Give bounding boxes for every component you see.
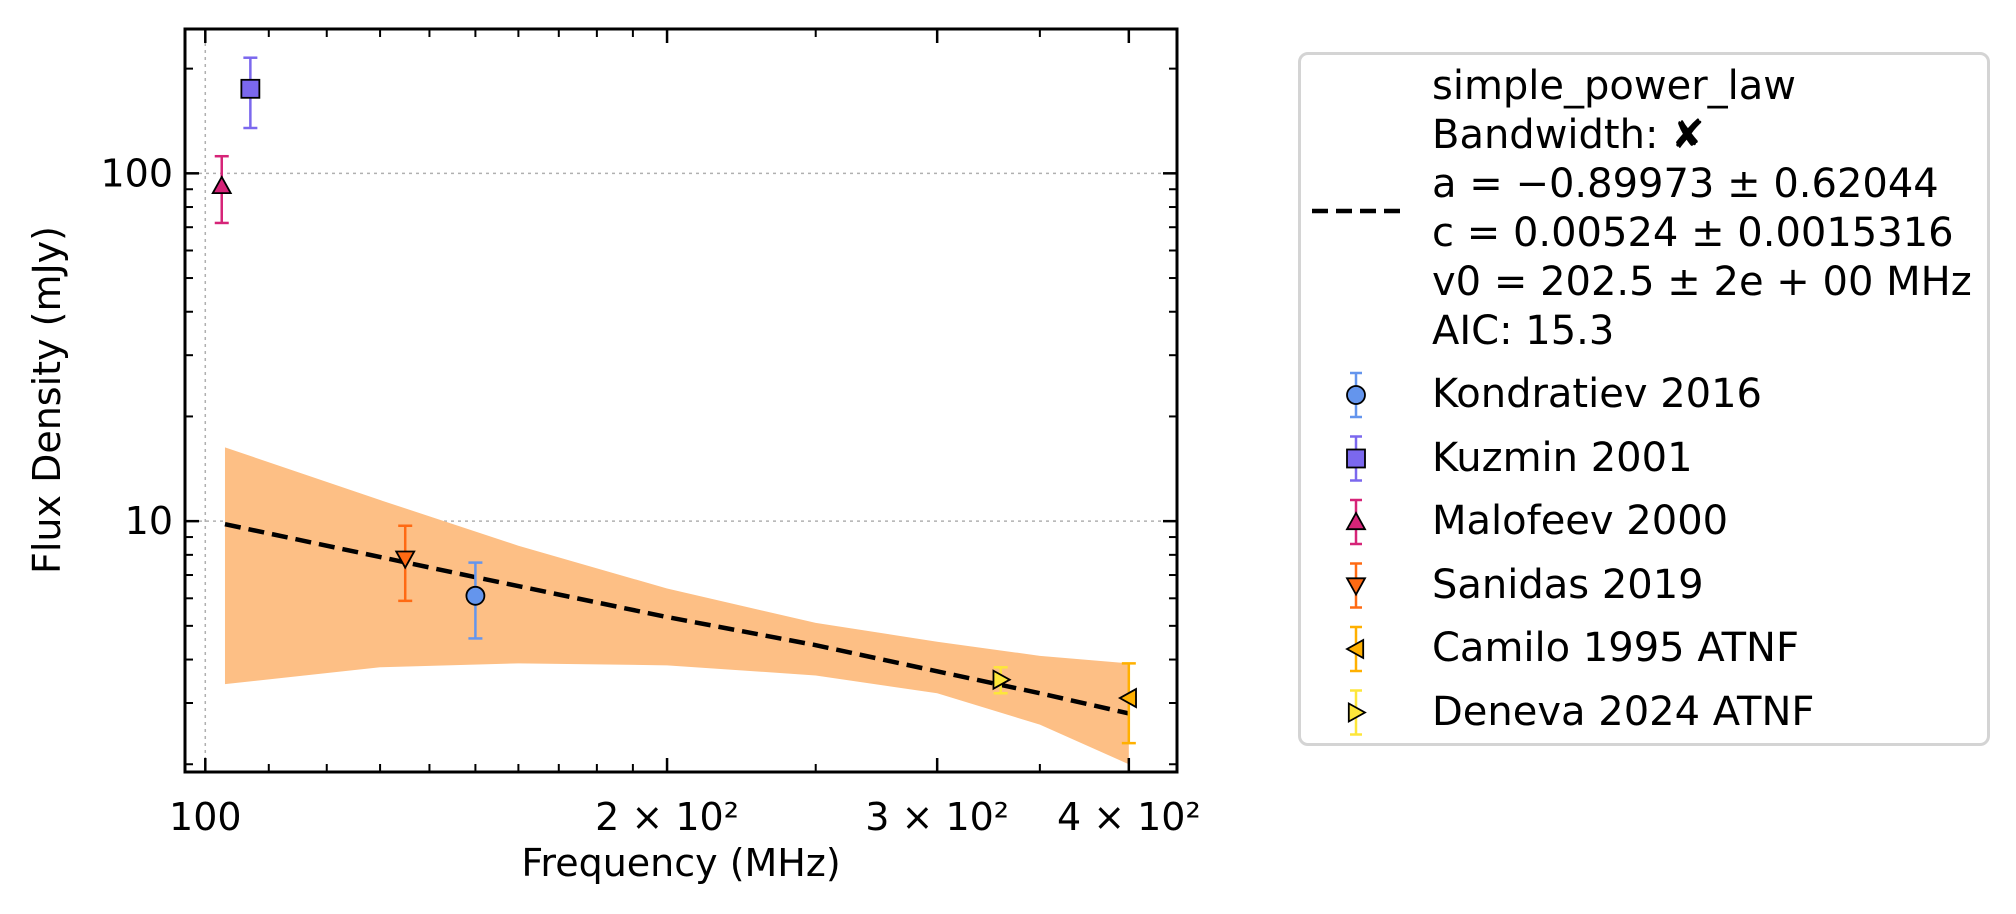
y-tick-label: 10 — [125, 499, 173, 543]
legend-series-label: Sanidas 2019 — [1432, 561, 1704, 608]
axis-ticks: 100 2 × 10² 3 × 10² 4 × 10² 10 100 — [100, 29, 1201, 839]
x-tick-label: 4 × 10² — [1057, 795, 1201, 839]
data-point-marker — [992, 669, 1012, 691]
x-tick-label: 2 × 10² — [595, 795, 739, 839]
y-axis-label: Flux Density (mJy) — [25, 226, 69, 574]
x-tick-label: 100 — [169, 795, 242, 839]
legend — [1298, 52, 1990, 746]
data-point-marker — [240, 78, 261, 99]
y-tick-label: 100 — [100, 151, 173, 195]
plot-frame — [183, 27, 1179, 774]
fit-uncertainty-band — [224, 447, 1129, 765]
legend-series-label: Deneva 2024 ATNF — [1432, 688, 1815, 735]
legend-fit-label-line: a = −0.89973 ± 0.62044 — [1432, 161, 1939, 207]
data-point-marker — [394, 550, 416, 570]
data-point-marker — [211, 175, 233, 195]
legend-fit-label-line: simple_power_law — [1432, 63, 1797, 109]
legend-fit-label-line: Bandwidth: ✘ — [1432, 112, 1705, 158]
legend-fit-label-line: v0 = 202.5 ± 2e + 00 MHz — [1432, 259, 1972, 305]
legend-series-label: Kuzmin 2001 — [1432, 434, 1693, 481]
legend-series-label: Kondratiev 2016 — [1432, 371, 1762, 417]
data-point-marker — [465, 585, 486, 606]
x-tick-label: 3 × 10² — [865, 795, 1009, 839]
legend-series-label: Malofeev 2000 — [1432, 498, 1729, 544]
grid-lines — [185, 29, 1177, 772]
legend-series-label: Camilo 1995 ATNF — [1432, 625, 1799, 671]
legend-fit-label-line: AIC: 15.3 — [1432, 308, 1615, 354]
fit-band-area — [224, 447, 1129, 765]
data-points — [211, 56, 1137, 745]
x-axis-label: Frequency (MHz) — [521, 841, 840, 885]
legend-fit-label-line: c = 0.00524 ± 0.0015316 — [1432, 210, 1954, 256]
data-point-marker — [1117, 687, 1137, 709]
